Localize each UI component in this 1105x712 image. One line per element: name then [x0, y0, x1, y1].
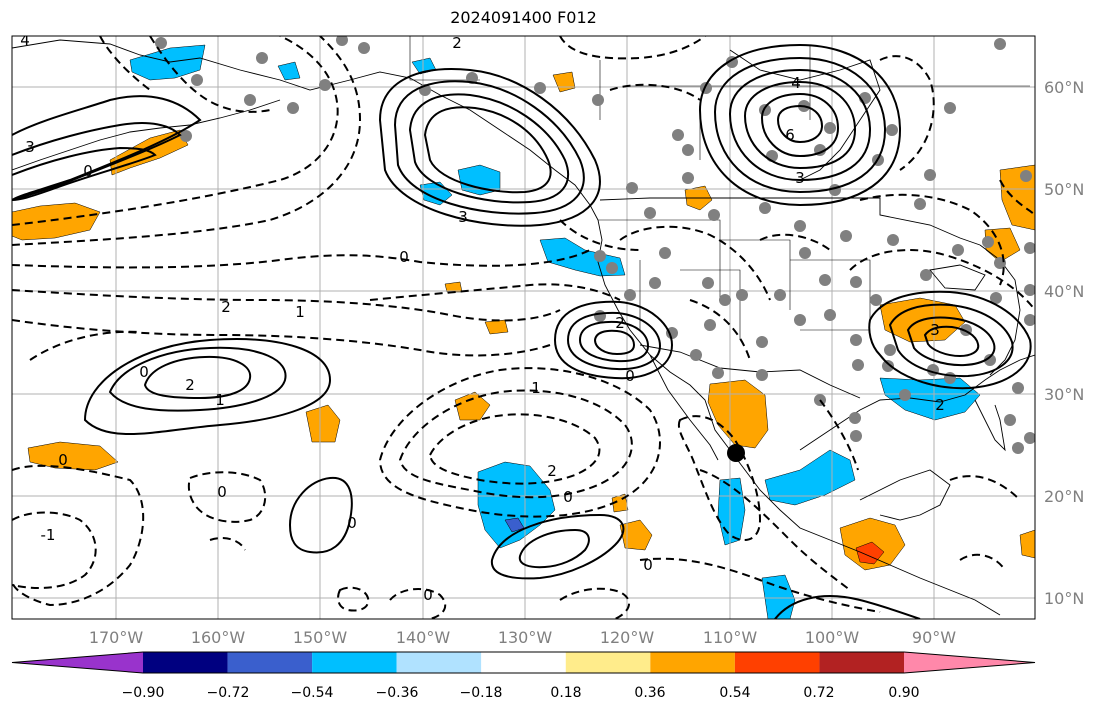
svg-text:0.36: 0.36 [634, 685, 665, 701]
svg-text:2: 2 [185, 376, 195, 394]
yucatan [859, 469, 951, 521]
shading-layer [12, 44, 1035, 619]
svg-text:3: 3 [458, 208, 468, 226]
svg-text:100°W: 100°W [805, 628, 860, 647]
shade-blue-gulf [457, 164, 501, 196]
great-lakes [929, 264, 986, 291]
svg-text:2: 2 [221, 298, 231, 316]
svg-text:−0.54: −0.54 [291, 685, 334, 701]
svg-text:0.72: 0.72 [803, 685, 834, 701]
colorbar [11, 651, 1036, 674]
graticule [12, 36, 1035, 619]
colorbar-outline [11, 651, 1036, 674]
shade-orange-w2 [27, 441, 119, 471]
map-frame [11, 35, 1036, 620]
baja [649, 354, 719, 461]
colorbar-segment [481, 652, 566, 673]
canada-border [599, 197, 981, 246]
svg-text:160°W: 160°W [191, 628, 246, 647]
svg-text:0.90: 0.90 [888, 685, 919, 701]
colorbar-tick-labels: −0.90 −0.72 −0.54 −0.36 −0.18 0.18 0.36 … [122, 685, 920, 701]
svg-text:3: 3 [795, 169, 805, 187]
svg-text:0.54: 0.54 [719, 685, 750, 701]
colorbar-segment [227, 652, 313, 673]
colorbar-extend-high [904, 652, 1035, 673]
svg-text:1: 1 [531, 379, 541, 397]
colorbar-segment [734, 652, 820, 673]
svg-text:60°N: 60°N [1044, 78, 1084, 97]
svg-text:−0.90: −0.90 [122, 685, 165, 701]
svg-text:120°W: 120°W [600, 628, 655, 647]
svg-text:150°W: 150°W [293, 628, 348, 647]
negative-contours [12, 36, 1035, 619]
svg-text:0: 0 [83, 162, 93, 180]
svg-text:90°W: 90°W [912, 628, 956, 647]
hudson [729, 49, 881, 181]
shade-blue-n2 [277, 61, 301, 81]
svg-text:-1: -1 [41, 526, 56, 544]
colorbar-segment [565, 652, 651, 673]
colorbar-segment [396, 652, 482, 673]
svg-text:0: 0 [563, 488, 573, 506]
svg-text:1: 1 [295, 303, 305, 321]
svg-text:20°N: 20°N [1044, 487, 1084, 506]
svg-text:50°N: 50°N [1044, 180, 1084, 199]
svg-text:140°W: 140°W [396, 628, 451, 647]
contour-labels: 4 3 0 2 3 4 6 3 0 2 1 2 0 0 2 1 0 1 2 0 … [20, 31, 945, 604]
shade-orange-mex [707, 379, 769, 449]
svg-text:0: 0 [217, 483, 227, 501]
aleutian-arc [12, 99, 281, 171]
svg-text:3: 3 [25, 138, 35, 156]
svg-text:0: 0 [139, 363, 149, 381]
svg-text:0: 0 [58, 451, 68, 469]
colorbar-extend-low [12, 652, 143, 673]
svg-text:110°W: 110°W [703, 628, 758, 647]
svg-text:0: 0 [399, 248, 409, 266]
svg-text:2: 2 [615, 314, 625, 332]
svg-text:10°N: 10°N [1044, 589, 1084, 608]
svg-text:0: 0 [625, 367, 635, 385]
svg-text:130°W: 130°W [498, 628, 553, 647]
longitude-labels: 170°W 160°W 150°W 140°W 130°W 120°W 110°… [89, 628, 956, 647]
svg-text:170°W: 170°W [89, 628, 144, 647]
svg-text:−0.36: −0.36 [376, 685, 419, 701]
shade-orange-sm5 [1019, 529, 1035, 559]
colorbar-segment [650, 652, 735, 673]
colorbar-segment [819, 652, 904, 673]
svg-text:0: 0 [423, 586, 433, 604]
svg-text:30°N: 30°N [1044, 385, 1084, 404]
svg-text:3: 3 [930, 321, 940, 339]
latitude-labels: 60°N 50°N 40°N 30°N 20°N 10°N [1044, 78, 1084, 608]
station-dots [155, 36, 1035, 454]
svg-text:0: 0 [347, 514, 357, 532]
shade-red-ca [855, 541, 885, 565]
svg-text:4: 4 [20, 31, 30, 49]
svg-text:0.18: 0.18 [550, 685, 581, 701]
marker-black [727, 444, 745, 462]
florida [974, 399, 1006, 452]
svg-text:6: 6 [785, 126, 795, 144]
svg-text:2: 2 [452, 34, 462, 52]
shade-orange-w [12, 202, 101, 241]
shade-orange-pac [454, 391, 491, 421]
svg-text:2: 2 [547, 462, 557, 480]
svg-text:−0.18: −0.18 [460, 685, 503, 701]
shade-blue-ca [539, 237, 626, 277]
shade-orange-pac2 [305, 404, 341, 443]
positive-contours [12, 43, 1032, 619]
shade-orange-sm [619, 519, 653, 551]
svg-text:4: 4 [791, 74, 801, 92]
svg-text:1: 1 [215, 391, 225, 409]
svg-text:−0.72: −0.72 [207, 685, 250, 701]
colorbar-segment [312, 652, 397, 673]
colorbar-segment [143, 652, 228, 673]
svg-text:2: 2 [935, 396, 945, 414]
svg-text:0: 0 [643, 556, 653, 574]
map-title: 2024091400 F012 [450, 8, 597, 27]
svg-text:40°N: 40°N [1044, 282, 1084, 301]
